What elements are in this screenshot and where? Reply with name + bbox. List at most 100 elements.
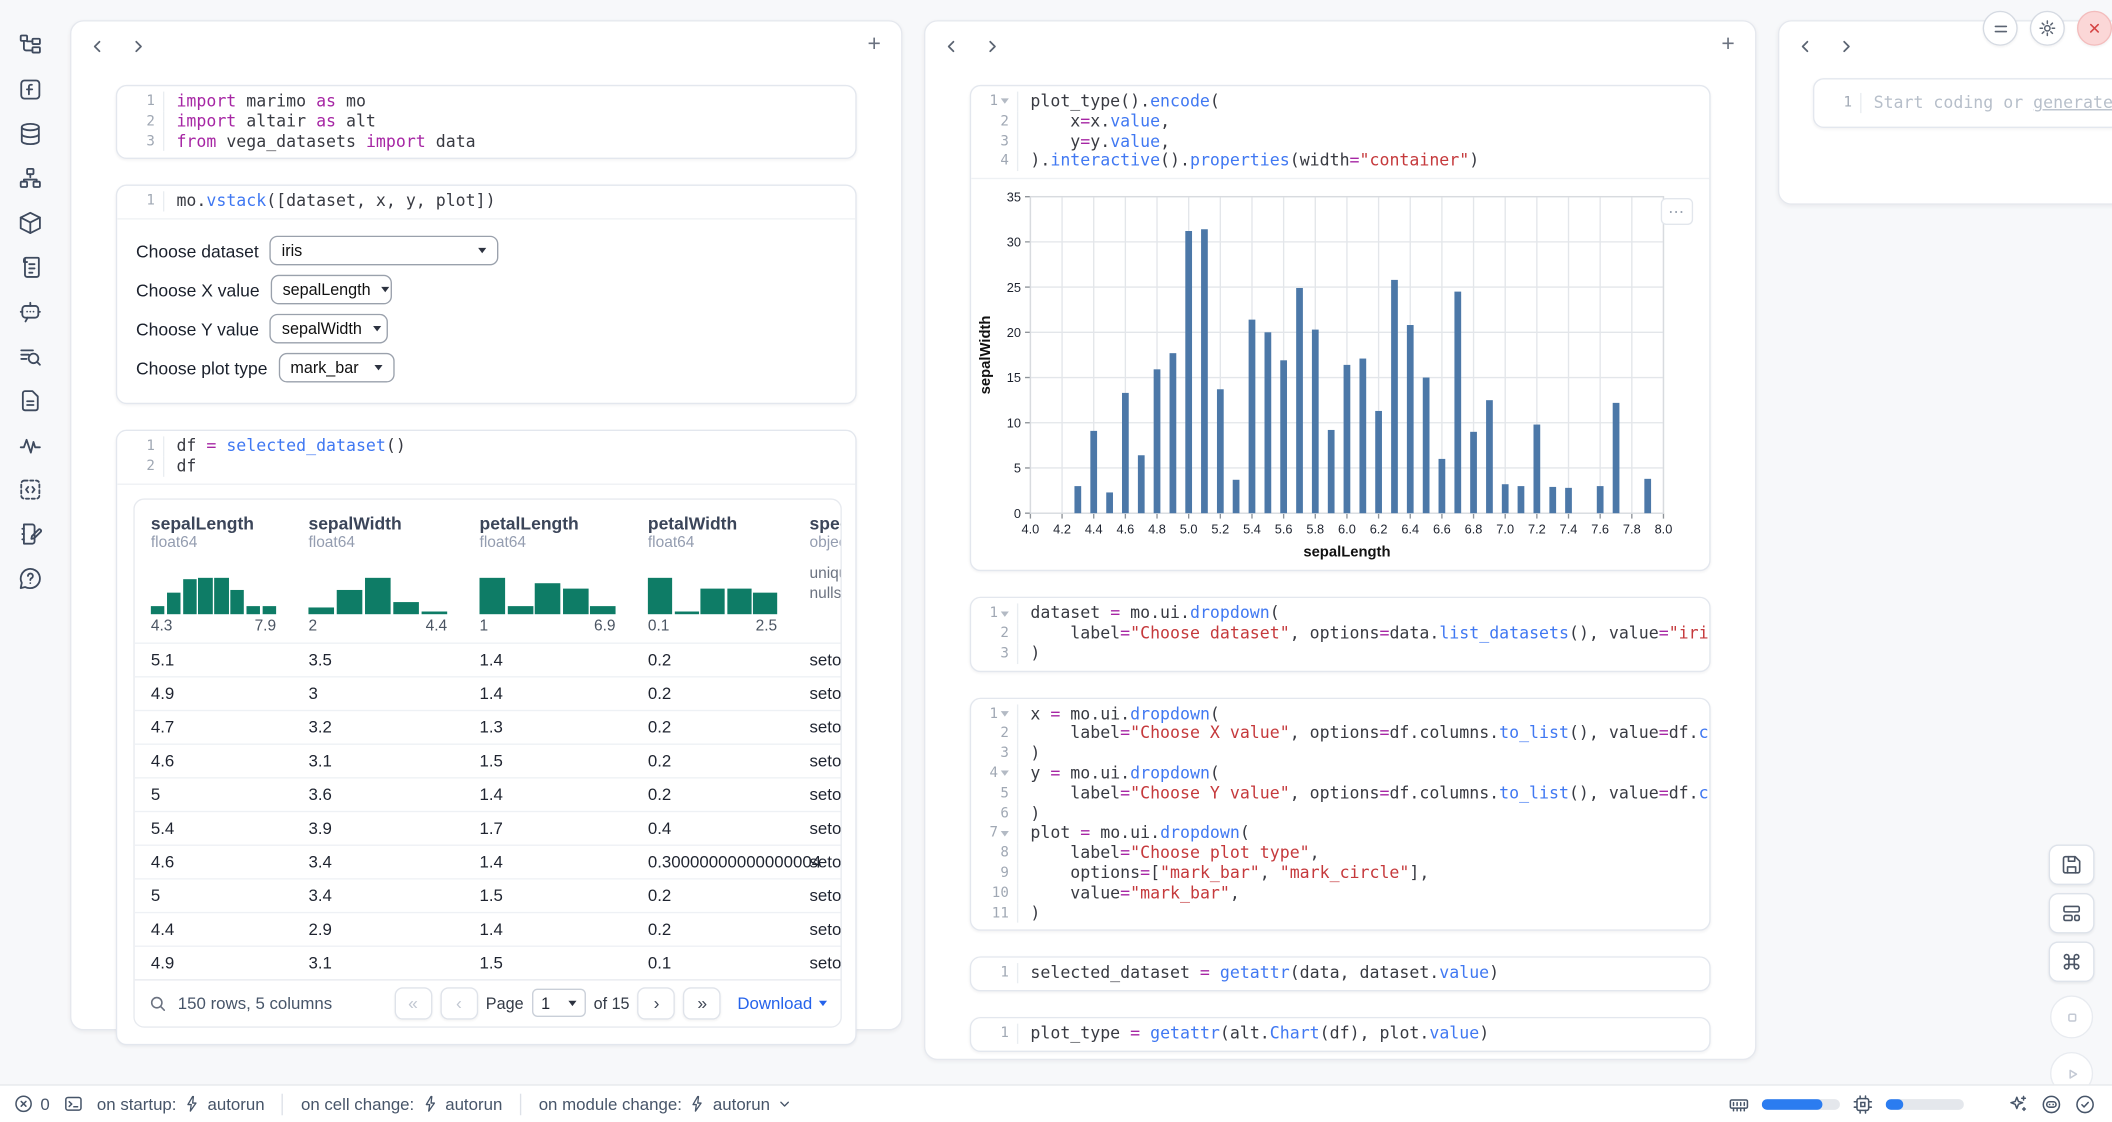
bar[interactable] bbox=[1138, 456, 1145, 514]
code-line[interactable]: 7plot = mo.ui.dropdown( bbox=[977, 823, 1699, 843]
code-line[interactable]: 2 x=x.value, bbox=[977, 112, 1699, 132]
code-line[interactable]: 1plot_type().encode( bbox=[977, 92, 1699, 112]
dropdown-select-0[interactable]: iris bbox=[269, 236, 498, 266]
bar[interactable] bbox=[1328, 430, 1335, 513]
code-editor[interactable]: 1selected_dataset = getattr(data, datase… bbox=[971, 958, 1709, 990]
cell-vstack[interactable]: 1mo.vstack([dataset, x, y, plot]) Choose… bbox=[116, 185, 857, 404]
bar[interactable] bbox=[1549, 487, 1556, 513]
bar[interactable] bbox=[1154, 370, 1161, 514]
code-line[interactable]: 4y = mo.ui.dropdown( bbox=[977, 764, 1699, 784]
table-row[interactable]: 4.63.11.50.2setosa bbox=[135, 743, 841, 777]
panel-back-button[interactable] bbox=[939, 34, 963, 58]
table-row[interactable]: 4.63.41.40.30000000000000004setosa bbox=[135, 844, 841, 878]
bar[interactable] bbox=[1454, 292, 1461, 514]
cell-xy-dropdowns[interactable]: 1x = mo.ui.dropdown(2 label="Choose X va… bbox=[970, 697, 1711, 931]
code-line[interactable]: 5 label="Choose Y value", options=df.col… bbox=[977, 784, 1699, 804]
bar[interactable] bbox=[1170, 353, 1177, 513]
bar[interactable] bbox=[1391, 280, 1398, 513]
bar[interactable] bbox=[1280, 361, 1287, 514]
bar[interactable] bbox=[1344, 365, 1351, 513]
cell-plot-type[interactable]: 1plot_type = getattr(alt.Chart(df), plot… bbox=[970, 1017, 1711, 1052]
table-row[interactable]: 4.42.91.40.2setosa bbox=[135, 912, 841, 946]
chart-actions-button[interactable]: ⋯ bbox=[1661, 198, 1693, 225]
packages-icon[interactable] bbox=[12, 205, 47, 240]
help-icon[interactable] bbox=[12, 560, 47, 595]
code-line[interactable]: 6) bbox=[977, 804, 1699, 824]
code-editor[interactable]: 1dataset = mo.ui.dropdown(2 label="Choos… bbox=[971, 598, 1709, 670]
logs-icon[interactable] bbox=[12, 338, 47, 373]
altair-bar-chart[interactable]: 4.04.24.44.64.85.05.25.45.65.86.06.26.46… bbox=[974, 183, 1680, 567]
bar[interactable] bbox=[1233, 480, 1240, 513]
cell-empty-editor[interactable]: 1Start coding or generate with bbox=[1813, 78, 2112, 128]
bar[interactable] bbox=[1074, 486, 1081, 513]
copilot-icon[interactable] bbox=[2041, 1093, 2063, 1115]
chat-icon[interactable] bbox=[12, 294, 47, 329]
bar[interactable] bbox=[1565, 488, 1572, 513]
bar[interactable] bbox=[1502, 484, 1509, 513]
code-line[interactable]: 3) bbox=[977, 644, 1699, 664]
terminal-button[interactable] bbox=[63, 1094, 83, 1114]
code-line[interactable]: 8 label="Choose plot type", bbox=[977, 843, 1699, 863]
menu-button[interactable] bbox=[1983, 11, 2018, 46]
code-line[interactable]: 1plot_type = getattr(alt.Chart(df), plot… bbox=[977, 1024, 1699, 1044]
panel-forward-button[interactable] bbox=[979, 34, 1003, 58]
table-row[interactable]: 5.13.51.40.2setosa bbox=[135, 642, 841, 676]
ai-sparkle-icon[interactable] bbox=[2007, 1093, 2029, 1115]
code-line[interactable]: 1import marimo as mo bbox=[123, 92, 845, 112]
code-line[interactable]: 1mo.vstack([dataset, x, y, plot]) bbox=[123, 192, 845, 212]
code-editor[interactable]: 1df = selected_dataset()2df bbox=[117, 431, 855, 483]
table-row[interactable]: 53.41.50.2setosa bbox=[135, 878, 841, 912]
last-page-button[interactable]: » bbox=[683, 987, 721, 1019]
code-line[interactable]: 4).interactive().properties(width="conta… bbox=[977, 151, 1699, 171]
code-line[interactable]: 1selected_dataset = getattr(data, datase… bbox=[977, 964, 1699, 984]
close-button[interactable] bbox=[2077, 11, 2112, 46]
code-line[interactable]: 2 label="Choose dataset", options=data.l… bbox=[977, 624, 1699, 644]
panel-forward-button[interactable] bbox=[1833, 34, 1857, 58]
code-editor[interactable]: 1Start coding or generate with bbox=[1814, 79, 2112, 126]
dropdown-select-2[interactable]: sepalWidth bbox=[270, 314, 389, 344]
code-line[interactable]: 2import altair as alt bbox=[123, 112, 845, 132]
tracing-icon[interactable] bbox=[12, 427, 47, 462]
column-header[interactable]: speciesobjectunique:nulls: bbox=[793, 513, 840, 634]
bar[interactable] bbox=[1312, 330, 1319, 514]
panel-back-button[interactable] bbox=[1793, 34, 1817, 58]
bar[interactable] bbox=[1249, 320, 1256, 514]
add-cell-button[interactable]: + bbox=[1715, 31, 1742, 58]
snippets-icon[interactable] bbox=[12, 383, 47, 418]
bar[interactable] bbox=[1122, 393, 1129, 513]
bar[interactable] bbox=[1407, 325, 1414, 513]
code-line[interactable]: 1x = mo.ui.dropdown( bbox=[977, 704, 1699, 724]
add-cell-button[interactable]: + bbox=[861, 31, 888, 58]
table-row[interactable]: 4.931.40.2setosa bbox=[135, 676, 841, 710]
bar[interactable] bbox=[1106, 493, 1113, 514]
table-row[interactable]: 4.73.21.30.2setosa bbox=[135, 710, 841, 744]
layout-button[interactable] bbox=[2049, 893, 2095, 933]
dependency-graph-icon[interactable] bbox=[12, 160, 47, 195]
settings-gear-button[interactable] bbox=[2030, 11, 2065, 46]
dropdown-select-1[interactable]: sepalLength bbox=[270, 275, 391, 305]
bar[interactable] bbox=[1185, 231, 1192, 513]
stop-button[interactable] bbox=[2050, 995, 2093, 1038]
bar[interactable] bbox=[1613, 403, 1620, 513]
code-editor[interactable]: 1plot_type = getattr(alt.Chart(df), plot… bbox=[971, 1018, 1709, 1050]
cell-dataframe[interactable]: 1df = selected_dataset()2df sepalLengthf… bbox=[116, 430, 857, 1045]
column-header[interactable]: petalWidthfloat640.12.5 bbox=[632, 513, 794, 634]
on-startup-toggle[interactable]: on startup: autorun bbox=[97, 1094, 265, 1113]
scratchpad-icon[interactable] bbox=[12, 516, 47, 551]
bar[interactable] bbox=[1518, 486, 1525, 513]
keyboard-shortcuts-button[interactable] bbox=[2049, 942, 2095, 982]
bar[interactable] bbox=[1217, 390, 1224, 514]
code-editor[interactable]: 1x = mo.ui.dropdown(2 label="Choose X va… bbox=[971, 698, 1709, 929]
download-button[interactable]: Download bbox=[737, 994, 827, 1013]
code-line[interactable]: 1Start coding or generate with bbox=[1820, 93, 2112, 113]
page-select[interactable]: 1 bbox=[532, 989, 586, 1017]
code-line[interactable]: 3 y=y.value, bbox=[977, 131, 1699, 151]
code-editor[interactable]: 1plot_type().encode(2 x=x.value,3 y=y.va… bbox=[971, 86, 1709, 178]
code-line[interactable]: 2 label="Choose X value", options=df.col… bbox=[977, 724, 1699, 744]
panel-forward-button[interactable] bbox=[125, 34, 149, 58]
column-header[interactable]: petalLengthfloat6416.9 bbox=[463, 513, 631, 634]
documentation-icon[interactable] bbox=[12, 249, 47, 284]
prev-page-button[interactable]: ‹ bbox=[440, 987, 478, 1019]
table-row[interactable]: 53.61.40.2setosa bbox=[135, 777, 841, 811]
code-line[interactable]: 1df = selected_dataset() bbox=[123, 437, 845, 457]
